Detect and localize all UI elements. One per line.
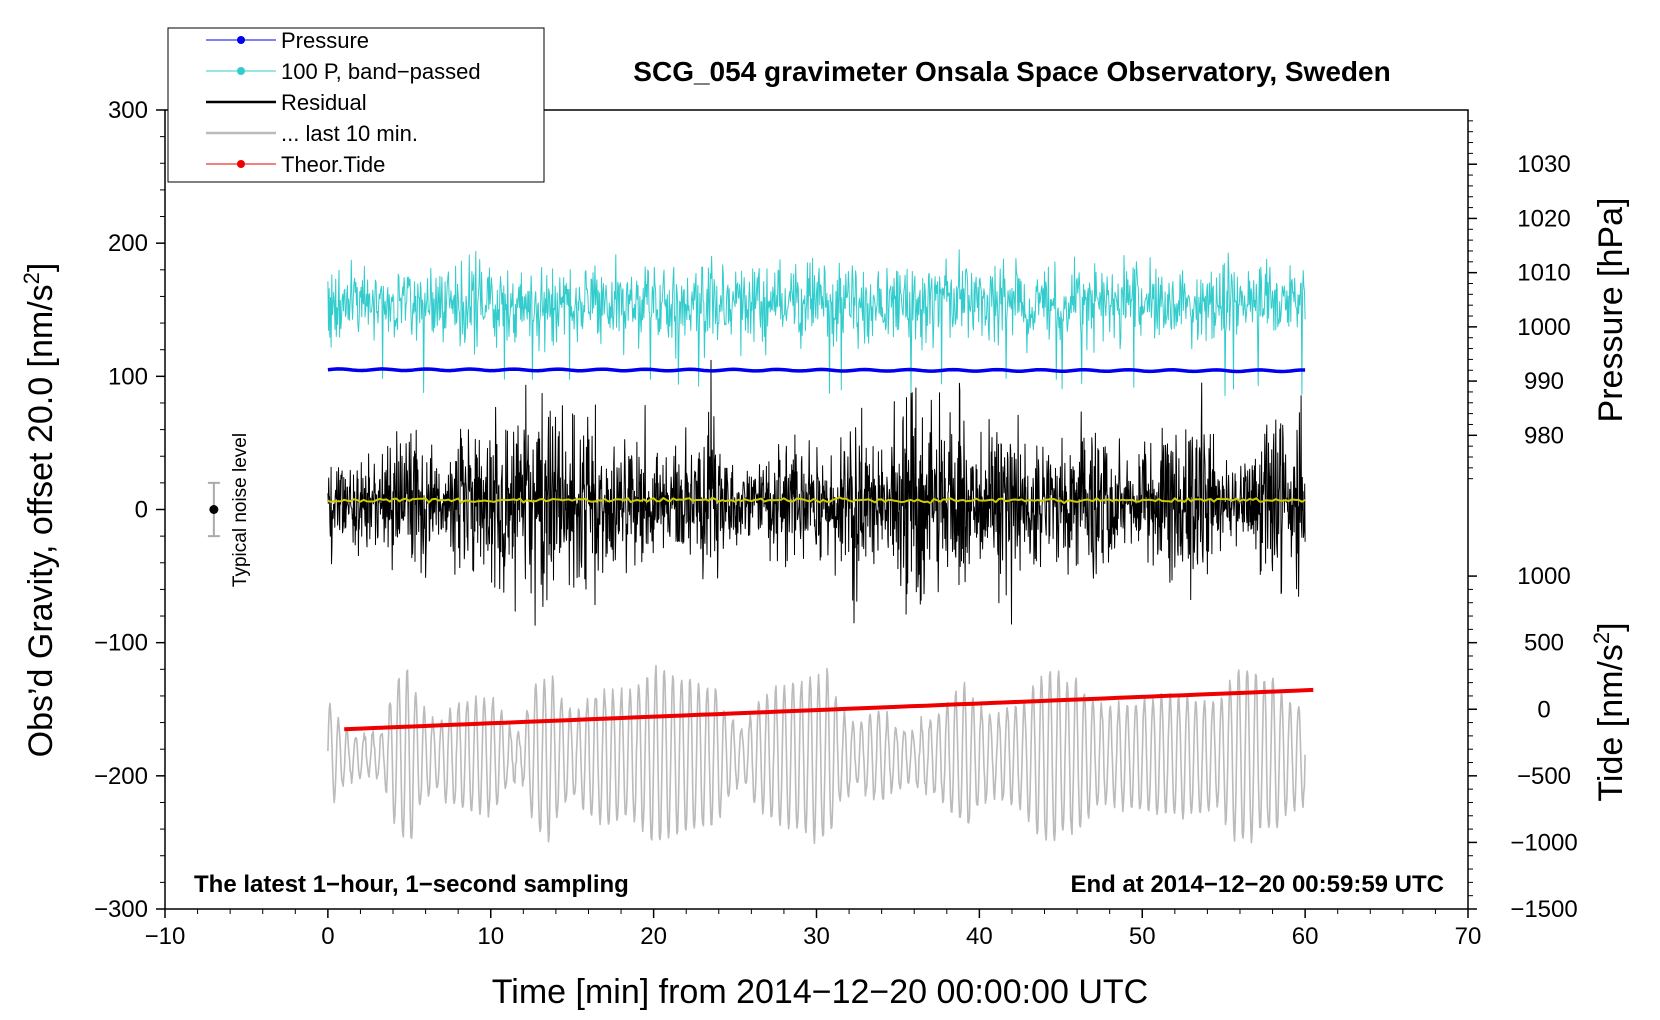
y-tide-title-main: Tide [nm/s	[1592, 644, 1630, 801]
chart-title: SCG_054 gravimeter Onsala Space Observat…	[633, 56, 1390, 87]
legend-marker	[237, 36, 245, 44]
axis-layer: −10 0 10 20 30 40 50 60 703002001000−100−200−300…	[94, 97, 1578, 950]
y-tide-tick-label: 0	[1537, 696, 1550, 723]
x-axis-title: Time [min] from 2014−12−20 00:00:00 UTC	[492, 973, 1148, 1011]
y-tide-tick-label: −500	[1517, 763, 1571, 790]
y-left-tick-label: 200	[108, 230, 148, 257]
legend-label: Pressure	[281, 28, 369, 53]
y-tide-tick-label: 1000	[1517, 563, 1570, 590]
series-mean-residual	[327, 496, 1306, 505]
noise-level-indicator: Typical noise level	[207, 433, 251, 587]
y-left-tick-label: −200	[94, 763, 148, 790]
y-pressure-tick-label: 990	[1524, 368, 1564, 395]
x-tick-label: 30	[803, 923, 830, 950]
y-left-tick-label: −300	[94, 896, 148, 923]
y-left-tick-label: −100	[94, 630, 148, 657]
legend-label: Residual	[281, 90, 367, 115]
x-tick-label: 40	[966, 923, 993, 950]
y-pressure-tick-label: 1000	[1517, 314, 1570, 341]
x-tick-label: 70	[1455, 923, 1482, 950]
legend-marker	[237, 67, 245, 75]
series-layer	[327, 249, 1314, 844]
x-tick-label: 60	[1292, 923, 1319, 950]
y-axis-pressure-title: Pressure [hPa]	[1592, 198, 1630, 423]
series-pressure	[327, 367, 1306, 374]
noise-level-label: Typical noise level	[230, 433, 251, 587]
series-theor-tide	[344, 687, 1314, 732]
y-left-title-main: Obs’d Gravity, offset 20.0 [nm/s	[22, 284, 60, 757]
y-axis-tide-title: Tide [nm/s2]	[1589, 622, 1630, 801]
y-tide-title-sup: 2	[1589, 632, 1614, 644]
legend-label: Theor.Tide	[281, 152, 385, 177]
x-tick-label: 0	[321, 923, 334, 950]
y-tide-tick-label: 500	[1524, 630, 1564, 657]
y-tide-tick-label: −1500	[1510, 896, 1577, 923]
y-tide-title-close: ]	[1592, 622, 1630, 631]
y-axis-left-title: Obs’d Gravity, offset 20.0 [nm/s2]	[19, 263, 60, 758]
y-pressure-tick-label: 980	[1524, 422, 1564, 449]
annotation-bottom-right: End at 2014−12−20 00:59:59 UTC	[1070, 871, 1444, 898]
y-tide-tick-label: −1000	[1510, 829, 1577, 856]
x-tick-label: 20	[640, 923, 667, 950]
series-last-10-min	[327, 664, 1306, 844]
y-left-tick-label: 100	[108, 363, 148, 390]
series-band-passed-pressure	[327, 249, 1306, 397]
y-pressure-tick-label: 1010	[1517, 260, 1570, 287]
legend-box	[167, 27, 545, 183]
y-pressure-tick-label: 1030	[1517, 151, 1570, 178]
noise-center-dot	[209, 505, 219, 514]
y-left-title-sup: 2	[19, 272, 44, 284]
annotation-bottom-left: The latest 1−hour, 1−second sampling	[194, 871, 629, 898]
legend-label: ... last 10 min.	[281, 121, 418, 146]
legend-marker	[237, 160, 245, 168]
y-left-tick-label: 0	[135, 497, 148, 524]
y-pressure-tick-label: 1020	[1517, 205, 1570, 232]
series-residual	[327, 359, 1306, 626]
y-left-tick-label: 300	[108, 97, 148, 124]
x-tick-label: 10	[477, 923, 504, 950]
legend-label: 100 P, band−passed	[281, 59, 481, 84]
legend: Pressure 100 P, band−passed Residual ... la…	[167, 27, 545, 183]
x-tick-label: −10	[145, 923, 186, 950]
x-tick-label: 50	[1129, 923, 1156, 950]
y-left-title-close: ]	[22, 263, 60, 272]
